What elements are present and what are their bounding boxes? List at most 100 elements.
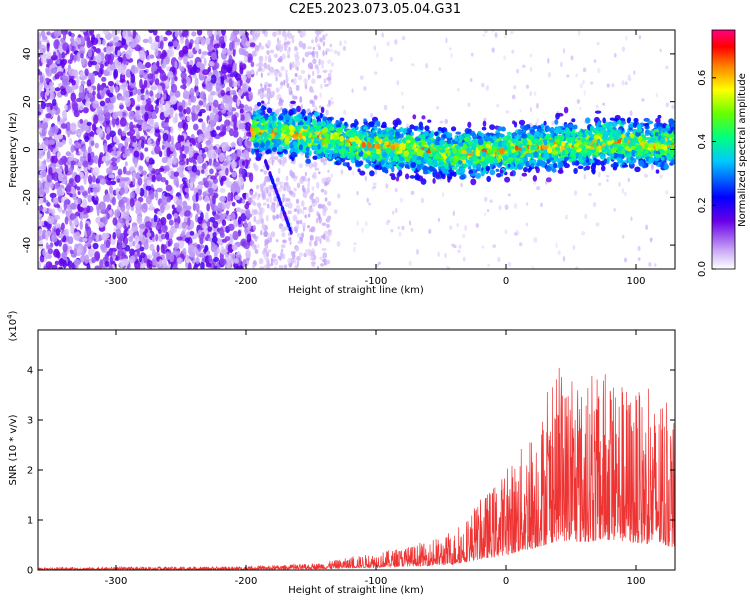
- spectrogram-cell: [363, 86, 367, 91]
- spectrogram-cell: [318, 58, 321, 66]
- spectrogram-cell: [141, 84, 145, 92]
- spectrogram-cell: [486, 175, 491, 183]
- spectrogram-cell: [203, 180, 209, 188]
- spectrogram-cell: [222, 94, 230, 104]
- spectrogram-cell: [523, 125, 529, 131]
- spectrogram-cell: [251, 50, 257, 57]
- spectrogram-cell: [359, 75, 364, 80]
- spectrogram-cell: [144, 147, 149, 152]
- spectrogram-cell: [69, 122, 77, 132]
- spectrogram-cell: [148, 171, 152, 182]
- spectrogram-cell: [220, 104, 225, 110]
- spectrogram-cell: [199, 91, 206, 100]
- spectrogram-cell: [226, 215, 231, 221]
- spectrogram-cell: [288, 87, 291, 93]
- spectrogram-cell: [570, 55, 574, 61]
- spectrogram-cell: [187, 217, 191, 227]
- spectrogram-cell: [266, 187, 269, 194]
- spectrogram-cell: [70, 92, 77, 103]
- spectrogram-cell: [136, 215, 143, 225]
- spectrogram-cell: [311, 39, 314, 44]
- spectrogram-cell: [241, 83, 247, 94]
- spectrogram-cell: [74, 231, 81, 241]
- spectrogram-cell: [249, 42, 256, 48]
- spectrogram-cell: [46, 105, 51, 113]
- spectrogram-cell: [45, 66, 50, 74]
- spectrogram-cell: [45, 261, 53, 269]
- spectrogram-cell: [115, 228, 122, 238]
- spectrogram-cell: [655, 92, 659, 98]
- spectrogram-cell: [231, 171, 237, 178]
- spectrogram-cell: [195, 203, 200, 213]
- spectrogram-cell: [225, 167, 229, 176]
- spectrogram-cell: [531, 265, 534, 269]
- spectrogram-cell: [204, 244, 209, 252]
- spectrogram-cell: [290, 35, 295, 40]
- spectrogram-cell: [185, 106, 191, 115]
- spectrogram-cell: [132, 38, 140, 45]
- spectrogram-cell: [149, 90, 154, 97]
- spectrogram-cell: [137, 61, 143, 69]
- spectrogram-cell: [247, 213, 253, 218]
- spectrogram-cell: [242, 193, 247, 200]
- spectrogram-cell: [241, 75, 247, 82]
- spectrogram-cell: [326, 176, 332, 183]
- spectrogram-cell: [148, 157, 154, 165]
- spectrogram-cell: [99, 178, 107, 185]
- spectrogram-cell: [287, 232, 291, 236]
- spectrogram-cell: [483, 196, 488, 202]
- spectrogram-cell: [182, 55, 189, 61]
- spectrogram-cell: [424, 62, 429, 69]
- spectrogram-cell: [330, 97, 334, 101]
- spectrogram-cell: [547, 57, 550, 64]
- spectrogram-cell: [56, 204, 61, 209]
- spectrogram-cell: [284, 202, 289, 208]
- spectrogram-cell: [106, 167, 113, 175]
- spectrogram-cell: [259, 208, 263, 216]
- spectrogram-cell: [293, 208, 298, 212]
- spectrogram-cell: [184, 187, 190, 193]
- spectrogram-cell: [138, 254, 143, 263]
- spectrogram-cell: [266, 87, 271, 94]
- spectrogram-cell: [195, 192, 199, 202]
- spectrogram-cell: [252, 224, 257, 231]
- spectrogram-cell: [296, 105, 301, 113]
- spectrogram-cell: [98, 201, 106, 212]
- spectrogram-cell: [327, 59, 332, 64]
- spectrogram-cell: [248, 172, 254, 183]
- spectrogram-cell: [77, 132, 81, 139]
- spectrogram-cell: [73, 54, 77, 63]
- spectrogram-cell: [212, 145, 218, 150]
- spectrogram-cell: [144, 102, 150, 112]
- spectrogram-cell: [259, 183, 265, 189]
- spectrogram-cell: [38, 32, 42, 41]
- spectrogram-cell: [41, 169, 47, 178]
- spectrogram-cell: [248, 87, 252, 92]
- spectrogram-cell: [322, 206, 328, 213]
- spectrogram-cell: [87, 60, 93, 68]
- spectrogram-cell: [56, 141, 64, 148]
- spectrogram-cell: [139, 136, 146, 141]
- spectrogram-cell: [312, 70, 315, 76]
- spectrogram-cell: [72, 192, 77, 201]
- spectrogram-cell: [139, 152, 144, 161]
- spectrogram-cell: [198, 133, 205, 142]
- spectrogram-cell: [198, 100, 204, 106]
- spectrogram-cell: [328, 69, 333, 74]
- spectrogram-cell: [90, 151, 95, 158]
- spectrogram-cell: [179, 65, 185, 72]
- spectrogram-cell: [61, 51, 66, 59]
- spectrogram-cell: [182, 200, 188, 208]
- spectrogram-cell: [206, 30, 213, 37]
- spectrogram-cell: [69, 249, 74, 254]
- spectrogram-cell: [319, 37, 323, 43]
- spectrogram-cell: [326, 223, 330, 229]
- spectrogram-cell: [107, 103, 114, 110]
- spectrogram-cell: [270, 153, 275, 157]
- spectrogram-cell: [122, 166, 127, 175]
- spectrogram-cell: [307, 46, 312, 50]
- spectrogram-cell: [147, 163, 153, 172]
- spectrogram-cell: [39, 75, 44, 84]
- spectrogram-cell: [202, 101, 207, 108]
- spectrogram-cell: [314, 105, 318, 113]
